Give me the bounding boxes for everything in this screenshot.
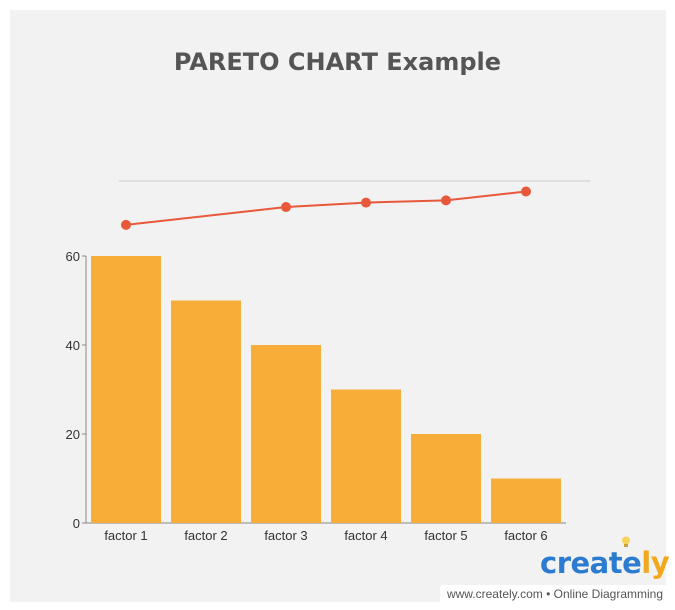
x-tick-label: factor 4	[344, 528, 387, 543]
line-point	[441, 195, 451, 206]
bar	[331, 389, 401, 523]
x-tick-label: factor 1	[104, 528, 147, 543]
footer-credit: www.creately.com • Online Diagramming	[440, 585, 670, 603]
brand-wordmark: creately	[540, 546, 670, 580]
x-tick-label: factor 2	[184, 528, 227, 543]
y-tick-label: 20	[66, 427, 80, 442]
x-tick-label: factor 3	[264, 528, 307, 543]
x-tick-label: factor 6	[504, 528, 547, 543]
line-point	[121, 219, 131, 230]
bar	[411, 434, 481, 523]
brand-name: create	[540, 546, 642, 580]
bar	[171, 300, 241, 523]
creately-logo: creately	[540, 536, 670, 586]
line-point	[281, 202, 291, 213]
line-point	[361, 197, 371, 208]
x-tick-label: factor 5	[424, 528, 467, 543]
line-point	[521, 186, 531, 197]
y-tick-label: 0	[73, 516, 80, 531]
chart-title: PARETO CHART Example	[173, 48, 502, 76]
cumulative-line	[125, 190, 527, 226]
lightbulb-icon	[622, 536, 630, 547]
brand-name-accent: ly	[641, 546, 670, 580]
bar	[491, 478, 561, 523]
bar	[91, 256, 161, 523]
y-tick-label: 40	[66, 338, 80, 353]
bar	[251, 345, 321, 523]
y-tick-label: 60	[66, 249, 80, 264]
